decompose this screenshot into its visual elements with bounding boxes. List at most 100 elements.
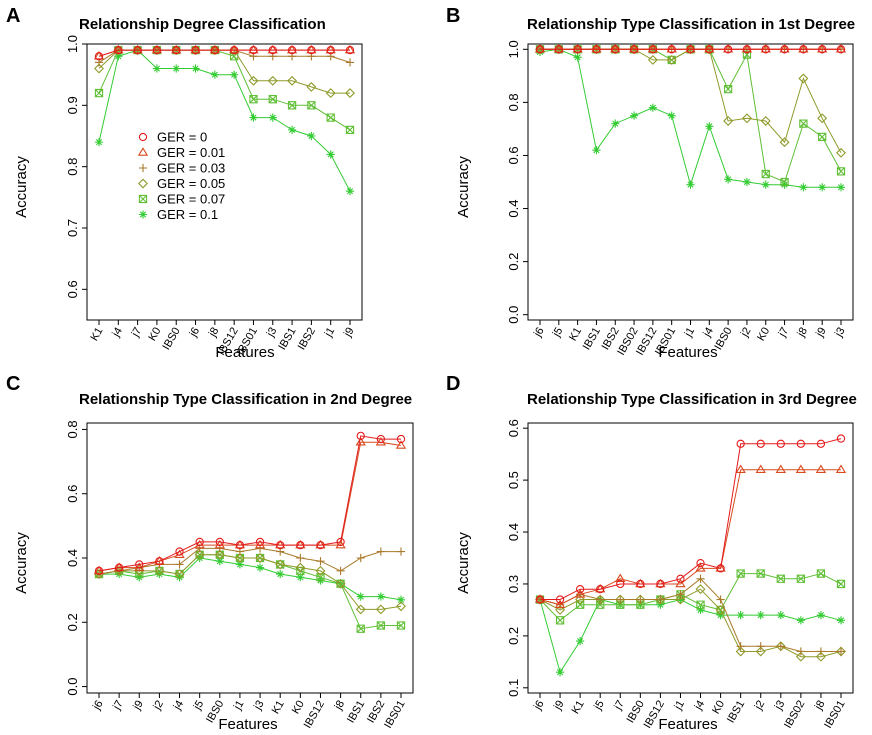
series-line — [539, 573, 842, 621]
x-axis-title: Features — [658, 716, 717, 733]
x-tick-label: j3 — [251, 699, 266, 713]
data-point — [296, 540, 305, 550]
series-ger-0-07 — [94, 550, 406, 633]
data-point — [760, 115, 771, 126]
data-point — [724, 175, 733, 184]
x-tick-label: K1 — [567, 326, 584, 344]
series-line — [98, 441, 402, 572]
x-tick-label: IBS12 — [302, 699, 327, 731]
legend-label: GER = 0.01 — [157, 145, 225, 160]
data-point — [113, 45, 124, 56]
x-tick-label: j5 — [191, 699, 206, 713]
data-point — [818, 183, 827, 192]
data-point — [818, 45, 827, 54]
plot-frame — [86, 43, 363, 321]
data-point — [396, 547, 406, 556]
data-point — [836, 45, 846, 54]
data-point — [555, 604, 566, 615]
x-tick-label: j5 — [592, 699, 607, 713]
x-tick-label: IBS1 — [276, 326, 298, 353]
data-point — [151, 45, 162, 56]
data-point — [756, 642, 765, 651]
data-point — [307, 131, 316, 141]
data-point — [555, 668, 565, 677]
data-point — [835, 464, 847, 473]
y-tick-label: 0.2 — [506, 627, 521, 645]
data-point — [94, 52, 104, 61]
data-point — [94, 566, 104, 576]
data-point — [573, 45, 582, 54]
data-point — [287, 45, 297, 55]
x-tick-label: j6 — [531, 326, 546, 340]
data-point — [779, 137, 790, 148]
plot-frame — [527, 422, 854, 694]
data-point — [836, 579, 846, 589]
data-point — [836, 183, 846, 192]
data-point — [723, 84, 733, 94]
x-tick-label: j5 — [550, 326, 565, 340]
data-point — [798, 73, 809, 84]
chart-title: Relationship Degree Classification — [79, 16, 326, 33]
data-point — [675, 594, 686, 605]
series-line — [539, 598, 842, 674]
x-tick-label: K0 — [710, 699, 727, 717]
data-point — [553, 44, 564, 55]
data-point — [210, 45, 219, 55]
data-point — [554, 599, 566, 608]
data-point — [534, 594, 546, 603]
data-point — [172, 64, 181, 73]
chart-title: Relationship Type Classification in 2nd … — [79, 391, 412, 408]
y-tick-label: 0.6 — [506, 419, 521, 437]
data-point — [685, 44, 696, 53]
x-tick-label: j8 — [795, 326, 810, 340]
data-point — [723, 115, 734, 126]
data-point — [596, 600, 605, 609]
data-point — [591, 44, 602, 55]
series-ger-0 — [94, 431, 406, 576]
x-tick-label: K0 — [755, 326, 772, 344]
data-point — [356, 431, 365, 441]
x-tick-label: j2 — [752, 699, 767, 713]
data-point — [132, 44, 143, 54]
data-point — [396, 434, 406, 444]
data-point — [554, 45, 563, 54]
data-point — [345, 58, 355, 67]
data-point — [356, 592, 365, 601]
data-point — [815, 651, 826, 662]
x-tick-label: j3 — [832, 326, 847, 340]
data-point — [816, 611, 826, 620]
data-point — [248, 75, 259, 86]
data-point — [656, 595, 665, 604]
series-ger-0 — [535, 45, 846, 54]
data-point — [761, 169, 770, 179]
y-tick-label: 0.5 — [506, 471, 521, 489]
data-point — [345, 187, 355, 196]
data-point — [375, 604, 386, 615]
x-tick-label: j1 — [682, 326, 697, 340]
x-tick-label: j6 — [531, 699, 546, 713]
data-point — [795, 464, 807, 473]
data-point — [755, 464, 766, 473]
x-tick-label: j4 — [692, 699, 707, 713]
data-point — [376, 547, 385, 556]
data-point — [155, 557, 164, 566]
data-point — [616, 595, 625, 604]
data-point — [535, 44, 545, 55]
data-point — [796, 616, 805, 625]
series-line — [98, 435, 401, 572]
y-tick-label: 0.6 — [506, 146, 521, 164]
data-point — [195, 537, 204, 547]
data-point — [741, 44, 753, 53]
series-ger-0-05 — [535, 584, 846, 662]
x-tick-label: j7 — [111, 699, 126, 713]
x-tick-label: j4 — [701, 326, 716, 340]
data-point — [776, 439, 785, 448]
data-point — [573, 53, 582, 62]
data-point — [576, 636, 585, 646]
x-tick-label: j9 — [341, 326, 356, 340]
data-point — [761, 45, 770, 54]
x-tick-label: j3 — [772, 699, 787, 713]
data-point — [287, 125, 297, 134]
data-point — [635, 594, 646, 605]
